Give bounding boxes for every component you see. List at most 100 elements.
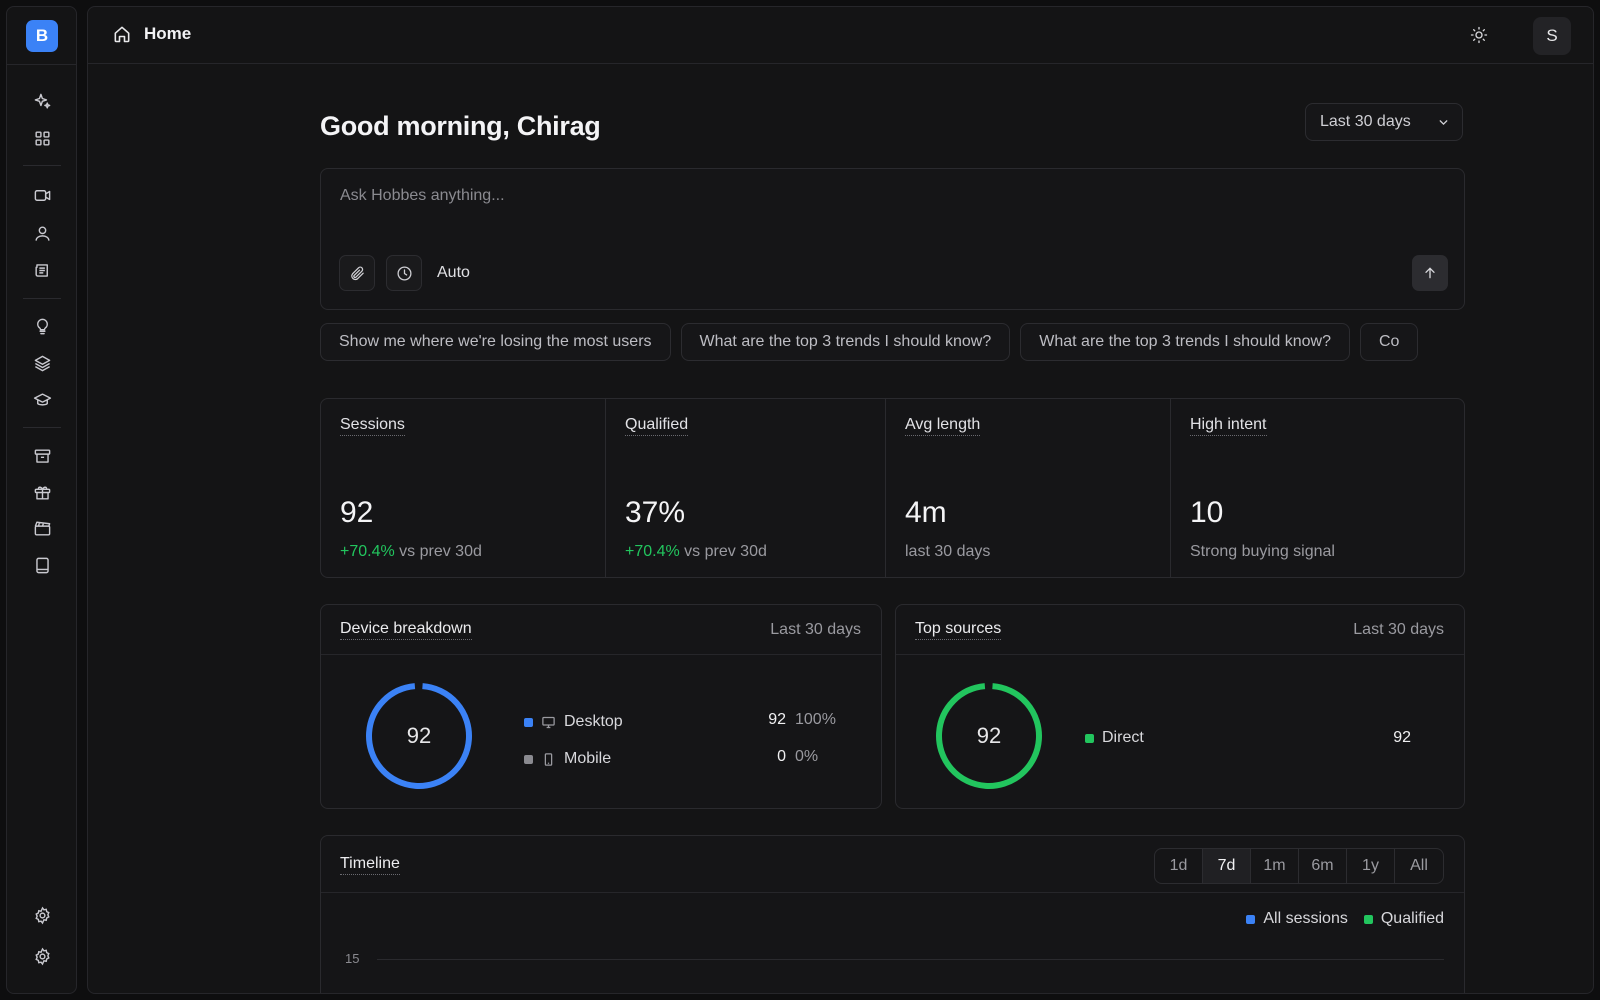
stat-subtext: last 30 days [905, 543, 991, 560]
stat-label[interactable]: Avg length [905, 416, 981, 436]
home-icon [114, 26, 130, 43]
theme-toggle-sun-icon[interactable] [1468, 24, 1490, 46]
stat-label[interactable]: Sessions [340, 416, 405, 436]
timeline-range-tabs: 1d 7d 1m 6m 1y All [1154, 848, 1444, 884]
range-tab-7d[interactable]: 7d [1203, 849, 1251, 883]
range-tab-1m[interactable]: 1m [1251, 849, 1299, 883]
sidebar-divider [23, 165, 61, 166]
gift-icon[interactable] [29, 479, 55, 505]
sidebar: B [6, 6, 77, 994]
cog-icon[interactable] [29, 943, 55, 969]
suggestion-chips: Show me where we're losing the most user… [320, 323, 1465, 363]
legend-item-qualified: Qualified [1363, 910, 1444, 928]
dashboard-grid-icon[interactable] [29, 125, 55, 151]
legend-label: Qualified [1380, 910, 1444, 927]
donut-total: 92 [976, 723, 1002, 748]
legend-count: 92 [768, 711, 786, 728]
settings-gear-icon[interactable] [29, 902, 55, 928]
legend-swatch [1363, 914, 1373, 924]
model-mode-selector[interactable]: Auto [437, 264, 470, 281]
newspaper-icon[interactable] [29, 257, 55, 283]
ask-input-box[interactable]: Ask Hobbes anything... Auto [320, 168, 1465, 310]
tablet-icon[interactable] [29, 552, 55, 578]
stat-value: 92 [340, 496, 374, 529]
legend-label: All sessions [1263, 910, 1348, 927]
mobile-icon [544, 752, 553, 766]
stat-label[interactable]: Qualified [625, 416, 689, 436]
legend-label: Mobile [564, 750, 612, 767]
legend-swatch [524, 754, 533, 764]
date-range-select[interactable]: Last 30 days [1305, 103, 1463, 141]
legend-row-direct: Direct [1085, 729, 1144, 747]
main-panel: Home S Good morning, Chirag Last 30 days… [87, 6, 1594, 994]
card-header: Device breakdown Last 30 days [321, 605, 881, 655]
legend-percent: 100% [795, 711, 836, 728]
chart-gridline [377, 959, 1444, 960]
card-range: Last 30 days [770, 621, 861, 638]
card-title[interactable]: Top sources [915, 620, 1002, 640]
stat-subtext: +70.4% vs prev 30d [625, 543, 767, 561]
clapperboard-icon[interactable] [29, 515, 55, 541]
stat-card-sessions: Sessions 92 +70.4% vs prev 30d [321, 399, 606, 577]
legend-swatch [1246, 914, 1256, 924]
attach-paperclip-icon[interactable] [339, 255, 375, 291]
legend-item-all-sessions: All sessions [1246, 910, 1348, 928]
card-title[interactable]: Timeline [340, 855, 400, 875]
card-header: Timeline 1d 7d 1m 6m 1y All [321, 836, 1464, 893]
card-header: Top sources Last 30 days [896, 605, 1464, 655]
range-tab-1y[interactable]: 1y [1347, 849, 1395, 883]
stat-subtext: Strong buying signal [1190, 543, 1335, 560]
range-tab-all[interactable]: All [1410, 857, 1428, 874]
legend-percent: 0% [795, 748, 819, 765]
range-tab-6m[interactable]: 6m [1299, 849, 1347, 883]
legend-row-mobile: Mobile [524, 750, 611, 768]
stat-compare: vs prev 30d [394, 543, 482, 560]
suggestion-chip[interactable]: Show me where we're losing the most user… [320, 323, 671, 361]
legend-count: 0 [777, 748, 786, 765]
stat-compare: vs prev 30d [679, 543, 767, 560]
card-title[interactable]: Device breakdown [340, 620, 472, 640]
stat-delta: +70.4% [340, 543, 395, 560]
page-title: Home [144, 24, 192, 43]
legend-swatch [524, 717, 533, 727]
desktop-icon [542, 716, 555, 728]
sparkles-icon[interactable] [29, 88, 55, 114]
suggestion-chip[interactable]: What are the top 3 trends I should know? [1020, 323, 1350, 361]
legend-swatch [1085, 733, 1094, 743]
video-camera-icon[interactable] [29, 182, 55, 208]
top-sources-card: Top sources Last 30 days 92 Direct 92 [895, 604, 1465, 809]
legend-count: 92 [1393, 729, 1411, 746]
sources-donut-chart [936, 683, 1042, 789]
stat-subtext: +70.4% vs prev 30d [340, 543, 482, 561]
date-range-value: Last 30 days [1320, 113, 1411, 130]
layers-icon[interactable] [29, 350, 55, 376]
sidebar-divider [7, 64, 76, 65]
greeting-heading: Good morning, Chirag [320, 111, 601, 141]
stats-row: Sessions 92 +70.4% vs prev 30d Qualified… [320, 398, 1465, 578]
sidebar-divider [23, 427, 61, 428]
graduation-cap-icon[interactable] [29, 387, 55, 413]
stat-value: 10 [1190, 496, 1224, 529]
avatar[interactable]: S [1533, 17, 1571, 55]
workspace-logo[interactable]: B [26, 20, 58, 52]
timeline-legend: All sessions Qualified [1246, 910, 1444, 928]
archive-icon[interactable] [29, 443, 55, 469]
stat-card-high-intent: High intent 10 Strong buying signal [1171, 399, 1464, 577]
timeline-card: Timeline 1d 7d 1m 6m 1y All All sessions… [320, 835, 1465, 993]
device-donut-chart [366, 683, 472, 789]
lightbulb-icon[interactable] [29, 313, 55, 339]
send-arrow-up-icon[interactable] [1412, 255, 1448, 291]
suggestion-chip[interactable]: What are the top 3 trends I should know? [680, 323, 1011, 361]
device-breakdown-card: Device breakdown Last 30 days 92 Desktop… [320, 604, 882, 809]
history-clock-icon[interactable] [386, 255, 422, 291]
breadcrumb: Home [112, 24, 191, 44]
suggestion-chip[interactable]: Co [1360, 323, 1419, 361]
stat-label[interactable]: High intent [1190, 416, 1267, 436]
legend-label: Direct [1102, 729, 1144, 746]
user-icon[interactable] [29, 220, 55, 246]
stat-card-qualified: Qualified 37% +70.4% vs prev 30d [606, 399, 886, 577]
ask-input-placeholder[interactable]: Ask Hobbes anything... [340, 187, 505, 204]
range-tab-1d[interactable]: 1d [1155, 849, 1203, 883]
stat-value: 37% [625, 496, 686, 529]
donut-total: 92 [406, 723, 432, 748]
